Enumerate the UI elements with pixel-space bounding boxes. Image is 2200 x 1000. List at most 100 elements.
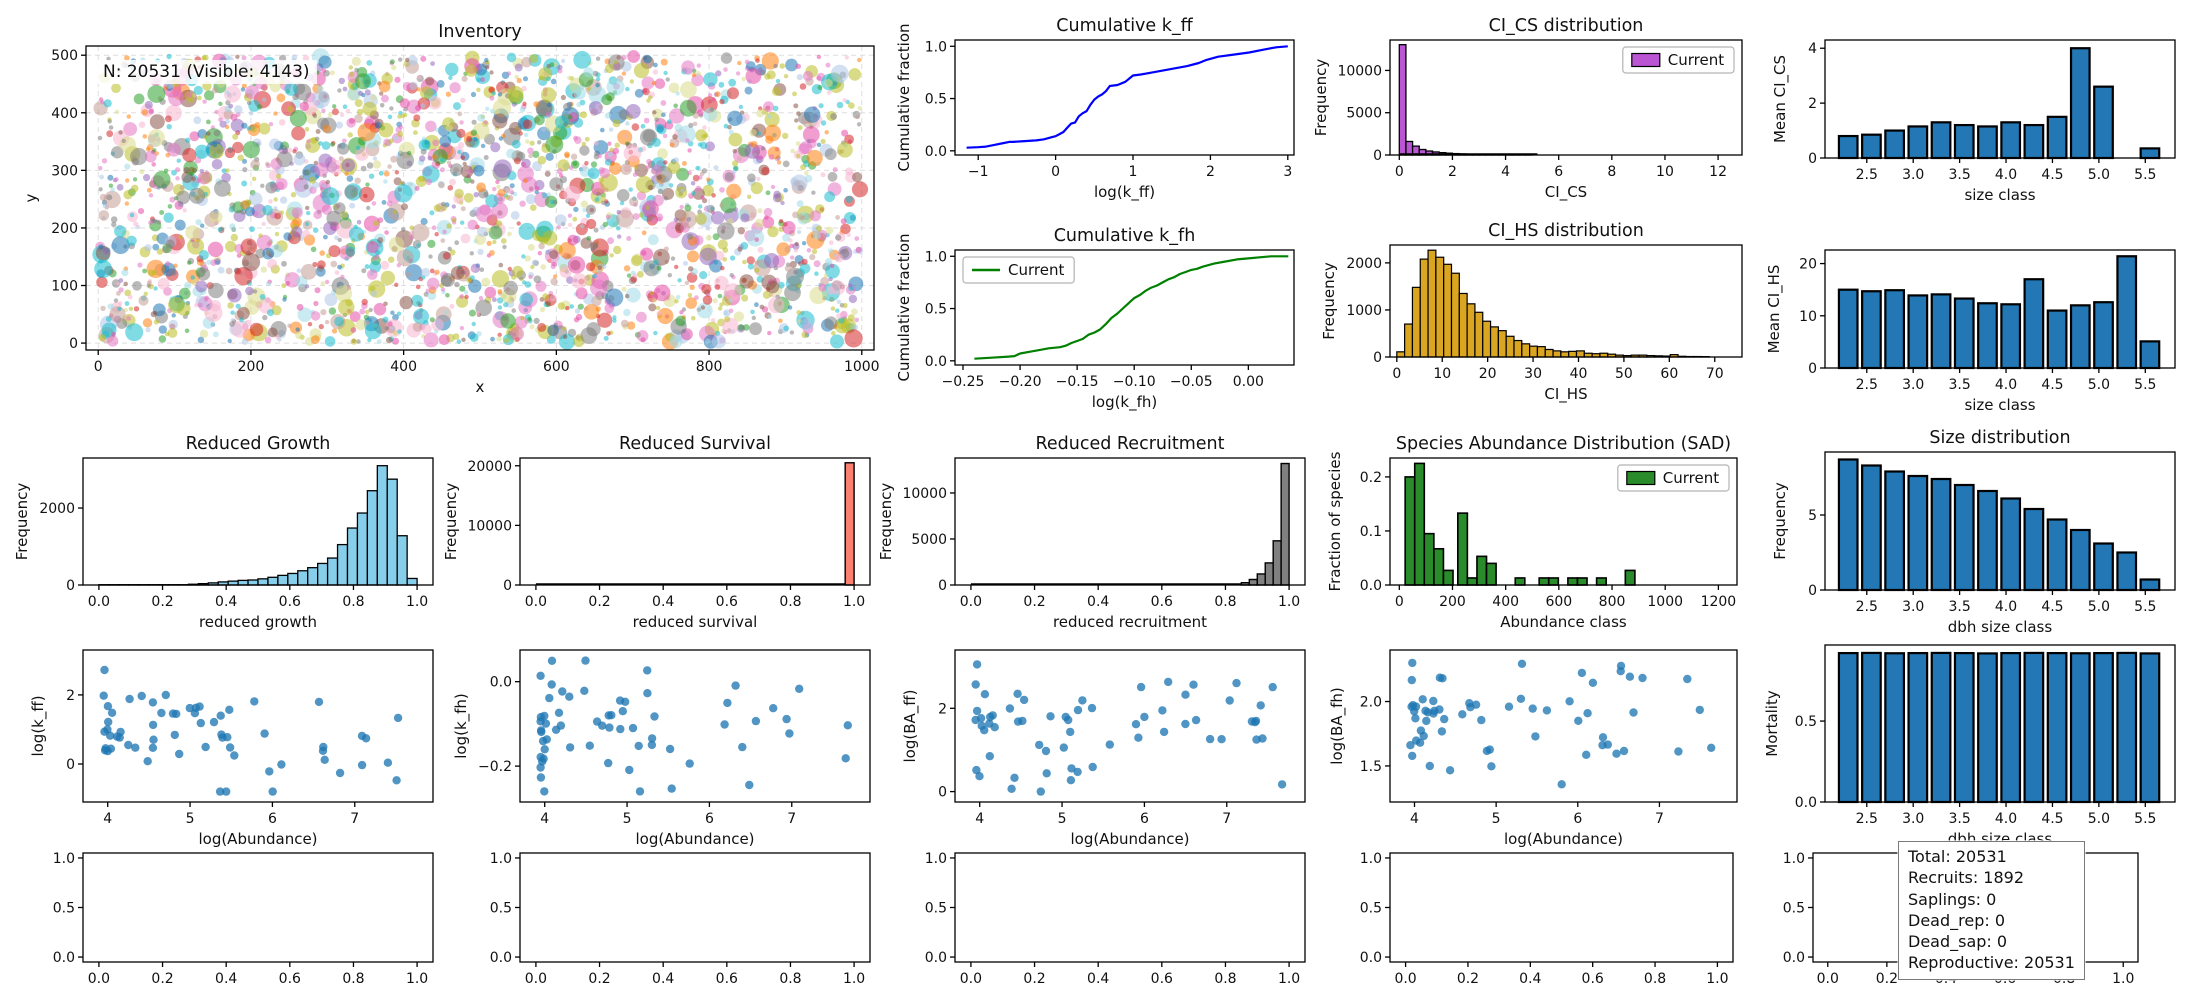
bar [1624,569,1636,586]
tree-dot [642,129,656,143]
tree-dot [662,133,668,139]
bar [1536,346,1546,358]
tree-dot [567,75,572,81]
data-point [618,707,627,716]
data-point [536,671,545,680]
tree-dot [729,273,734,278]
tree-dot [107,174,114,181]
bar [1953,651,1975,804]
tree-dot [168,90,185,107]
data-point [250,697,259,706]
x-tick-label: 5.0 [2088,167,2110,183]
tree-dot [312,90,330,109]
tree-dot [429,268,435,274]
data-point [1407,675,1417,685]
tree-dot [809,254,816,261]
tree-dot [163,212,174,223]
tree-dot [660,58,668,66]
tree-dot [369,285,376,292]
tree-dot [728,129,734,135]
tree-dot [824,148,837,161]
data-point [1005,704,1015,713]
tree-dot [267,327,278,338]
tree-dot [793,103,799,109]
tree-dot [242,158,247,164]
tree-dot [440,157,445,163]
data-point [751,716,761,726]
tree-dot [397,114,402,119]
tree-dot [107,303,114,310]
data-point [1598,733,1608,742]
tree-dot [448,75,453,81]
tree-dot [695,213,707,225]
tree-dot [133,93,145,105]
tree-dot [314,136,320,142]
tree-dot [141,109,149,116]
bar [1280,462,1290,586]
data-point [841,754,850,763]
tree-dot [848,68,862,81]
tree-dot [550,261,556,267]
tree-dot [625,121,630,126]
tree-dot [107,119,112,124]
tree-dot [241,253,261,272]
data-point [1035,740,1044,750]
plot-title: Size distribution [1929,428,2070,448]
tree-dot [397,329,402,334]
tree-dot [590,279,608,297]
x-tick-label: 1.0 [406,594,428,610]
tree-dot [373,220,380,227]
bar [2139,147,2161,160]
tree-dot [176,158,181,163]
tree-dot [537,322,547,332]
tree-dot [459,120,464,125]
tree-dot [357,123,376,142]
tree-dot [234,105,243,114]
tree-dot [224,147,236,159]
tree-dot [687,192,692,198]
tree-dot [360,165,367,172]
tree-dot [372,160,382,169]
data-point [1707,743,1716,752]
tree-dot [197,302,203,308]
bar [1497,330,1507,358]
tree-dot [354,99,363,108]
tree-dot [754,302,759,308]
tree-dot [835,234,842,241]
tree-dot [738,104,744,110]
bar [2000,651,2022,804]
data-point [1695,705,1705,715]
tree-dot [735,71,741,76]
tree-dot [760,146,766,151]
tree-dot [775,78,781,84]
tree-dot [528,274,533,280]
y-tick-label: 200 [51,221,78,237]
y-axis-label: log(BA_ff) [901,690,920,763]
y-tick-label: 0.2 [1360,470,1382,486]
tree-dot [394,184,413,203]
tree-dot [820,138,826,144]
tree-dot [108,183,114,188]
tree-dot [497,92,503,97]
tree-dot [828,248,834,254]
data-point [1445,766,1455,775]
tree-dot [826,286,835,295]
tree-dot [240,87,246,92]
tree-dot [765,190,771,196]
tree-dot [265,181,278,194]
x-tick-label: 5.5 [2134,811,2156,827]
data-point [143,757,152,766]
tree-dot [507,195,514,201]
data-point [1088,762,1097,772]
tree-dot [794,241,799,247]
tree-dot [98,210,110,221]
tree-dot [378,170,384,176]
tree-dot [656,311,662,317]
tree-dot [709,107,715,112]
tree-dot [201,55,207,61]
tree-dot [399,98,410,109]
tree-dot [741,76,746,82]
tree-dot [165,152,171,158]
tree-dot [436,80,445,88]
